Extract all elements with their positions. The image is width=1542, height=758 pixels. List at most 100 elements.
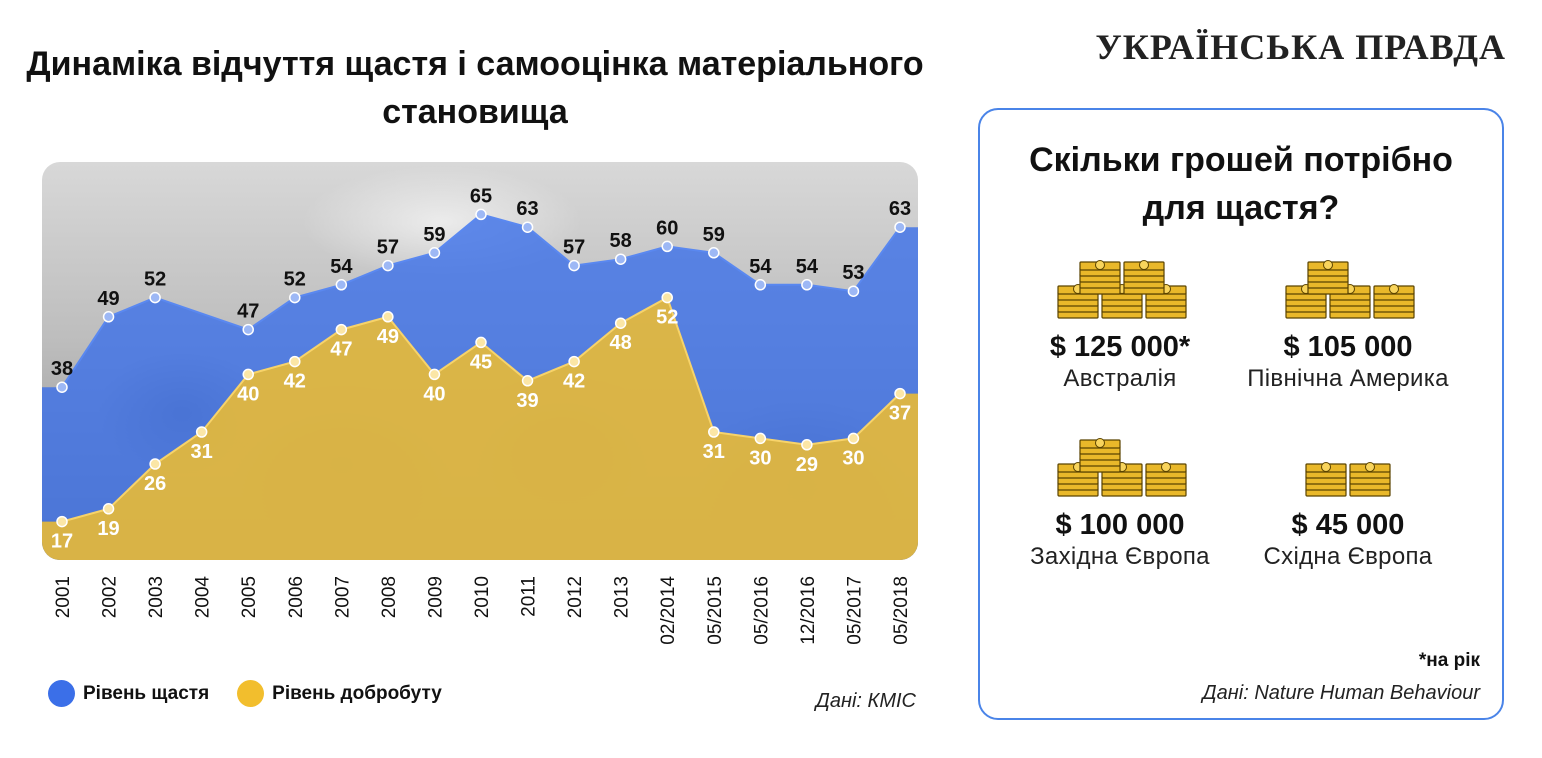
data-point-happiness bbox=[661, 240, 673, 253]
region-western-europe: $ 100 000 Західна Європа bbox=[1000, 428, 1240, 572]
x-tick-label: 05/2015 bbox=[705, 576, 726, 645]
brand-logo: УКРАЇНСЬКА ПРАВДА bbox=[1095, 27, 1506, 67]
footnote: *на рік bbox=[1418, 650, 1480, 671]
region-name: Австралія bbox=[1063, 365, 1177, 392]
x-tick-label: 2011 bbox=[519, 576, 540, 617]
data-point-happiness bbox=[102, 311, 115, 323]
region-eastern-europe: $ 45 000 Східна Європа bbox=[1228, 428, 1468, 572]
data-label-welfare: 30 bbox=[842, 447, 864, 469]
data-point-happiness bbox=[242, 323, 254, 336]
data-point-welfare bbox=[102, 503, 115, 515]
data-point-happiness bbox=[335, 279, 348, 291]
data-label-welfare: 45 bbox=[470, 351, 492, 373]
data-point-welfare bbox=[242, 368, 254, 381]
panel-title-line2: для щастя? bbox=[1142, 189, 1340, 227]
data-point-happiness bbox=[708, 247, 720, 259]
region-amount: $ 105 000 bbox=[1283, 331, 1413, 363]
region-amount: $ 125 000* bbox=[1049, 331, 1191, 363]
chart-title-line1: Динаміка відчуття щастя і самооцінка мат… bbox=[26, 45, 924, 83]
data-label-welfare: 42 bbox=[284, 371, 306, 393]
region-north-america: $ 105 000 Північна Америка bbox=[1228, 250, 1468, 394]
data-point-welfare bbox=[428, 368, 441, 381]
data-point-happiness bbox=[847, 285, 860, 297]
data-label-welfare: 30 bbox=[749, 447, 771, 469]
data-label-happiness: 63 bbox=[516, 198, 538, 220]
panel-title-line1: Скільки грошей потрібно bbox=[1029, 141, 1453, 179]
x-tick-label: 2004 bbox=[193, 576, 214, 619]
chart-title: Динаміка відчуття щастя і самооцінка мат… bbox=[0, 40, 950, 136]
money-panel: Скільки грошей потрібно для щастя? $ 125… bbox=[978, 108, 1504, 720]
data-label-welfare: 31 bbox=[703, 441, 725, 463]
data-label-happiness: 54 bbox=[749, 256, 772, 278]
data-point-welfare bbox=[195, 426, 208, 438]
data-point-happiness bbox=[289, 291, 301, 304]
x-tick-label: 2012 bbox=[565, 576, 586, 618]
money-stack-icon bbox=[1000, 250, 1240, 330]
data-label-happiness: 52 bbox=[144, 269, 166, 291]
data-label-happiness: 52 bbox=[284, 269, 306, 291]
region-name: Північна Америка bbox=[1247, 365, 1449, 392]
data-label-welfare: 52 bbox=[656, 307, 678, 329]
data-point-happiness bbox=[149, 291, 161, 304]
data-label-welfare: 49 bbox=[377, 326, 399, 348]
money-stacks-svg bbox=[1305, 462, 1391, 497]
data-label-welfare: 40 bbox=[423, 383, 445, 405]
data-point-welfare bbox=[847, 432, 860, 445]
data-label-happiness: 38 bbox=[51, 358, 73, 380]
data-label-happiness: 47 bbox=[237, 301, 259, 323]
data-point-happiness bbox=[754, 279, 767, 291]
panel-source: Дані: Nature Human Behaviour bbox=[1202, 682, 1480, 704]
money-stack-icon bbox=[1228, 250, 1468, 330]
x-tick-label: 2013 bbox=[612, 576, 633, 618]
data-point-welfare bbox=[894, 387, 906, 400]
data-label-welfare: 48 bbox=[610, 332, 632, 354]
legend-item-happiness: Рівень щастя bbox=[48, 680, 209, 707]
legend-dot-welfare bbox=[237, 680, 265, 707]
data-point-welfare bbox=[149, 458, 161, 470]
x-tick-label: 2006 bbox=[286, 576, 307, 618]
data-label-welfare: 31 bbox=[191, 441, 213, 463]
data-label-happiness: 49 bbox=[97, 288, 119, 310]
region-amount: $ 100 000 bbox=[1055, 509, 1185, 541]
legend: Рівень щастя Рівень добробуту bbox=[48, 680, 470, 707]
data-label-happiness: 57 bbox=[377, 237, 399, 259]
data-label-welfare: 39 bbox=[516, 390, 538, 412]
data-point-happiness bbox=[428, 247, 441, 259]
x-tick-label: 05/2018 bbox=[891, 576, 912, 645]
data-label-happiness: 65 bbox=[470, 185, 492, 207]
data-label-happiness: 59 bbox=[423, 224, 445, 246]
region-australia: $ 125 000* Австралія bbox=[1000, 250, 1240, 394]
money-stacks-svg bbox=[1057, 438, 1187, 497]
money-stacks-svg bbox=[1057, 260, 1187, 319]
x-tick-label: 2005 bbox=[239, 576, 260, 618]
x-tick-label: 2008 bbox=[379, 576, 400, 618]
data-point-welfare bbox=[521, 375, 534, 387]
series-area-welfare bbox=[42, 297, 918, 560]
data-label-welfare: 37 bbox=[889, 403, 911, 425]
legend-label-happiness: Рівень щастя bbox=[83, 682, 210, 704]
legend-item-welfare: Рівень добробуту bbox=[237, 680, 442, 707]
data-label-welfare: 47 bbox=[330, 339, 352, 361]
data-label-welfare: 26 bbox=[144, 473, 166, 495]
data-point-happiness bbox=[382, 259, 394, 272]
x-tick-label: 2009 bbox=[425, 576, 446, 618]
region-name: Східна Європа bbox=[1263, 543, 1433, 570]
data-point-happiness bbox=[521, 221, 534, 233]
data-label-happiness: 54 bbox=[330, 256, 353, 278]
data-point-welfare bbox=[661, 291, 673, 304]
data-label-happiness: 63 bbox=[889, 198, 911, 220]
x-tick-label: 02/2014 bbox=[658, 576, 679, 645]
data-point-welfare bbox=[801, 439, 813, 451]
region-amount: $ 45 000 bbox=[1291, 509, 1405, 541]
data-label-happiness: 57 bbox=[563, 237, 585, 259]
data-label-welfare: 42 bbox=[563, 371, 585, 393]
x-tick-label: 12/2016 bbox=[798, 576, 819, 645]
area-chart: 38 49 52 47 52 54 57 59 65 63 57 58 60 59 54 54 53 63 17 19… bbox=[42, 185, 918, 645]
region-name: Західна Європа bbox=[1030, 543, 1210, 570]
data-point-happiness bbox=[568, 259, 580, 272]
data-label-happiness: 54 bbox=[796, 256, 819, 278]
x-tick-label: 05/2017 bbox=[844, 576, 865, 645]
legend-dot-happiness bbox=[48, 680, 75, 707]
x-tick-label: 2007 bbox=[332, 576, 353, 618]
data-point-welfare bbox=[475, 336, 487, 349]
